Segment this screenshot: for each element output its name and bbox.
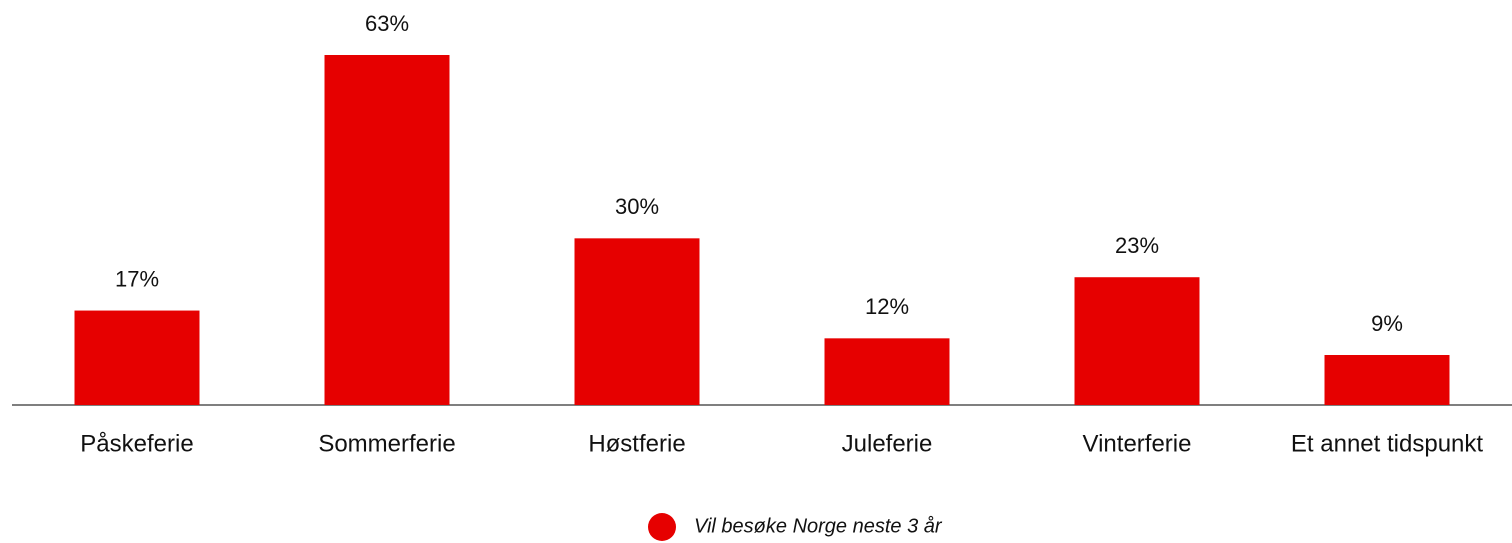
bar — [574, 238, 700, 405]
legend-marker — [648, 513, 676, 541]
x-tick-label: Påskeferie — [80, 430, 193, 457]
value-label: 9% — [1371, 311, 1403, 336]
x-tick-label: Et annet tidspunkt — [1291, 430, 1483, 457]
value-label: 12% — [865, 294, 909, 319]
bar — [324, 55, 450, 405]
bar — [1324, 355, 1450, 405]
legend-label: Vil besøke Norge neste 3 år — [694, 515, 943, 537]
x-tick-label: Vinterferie — [1083, 430, 1192, 457]
x-tick-label: Høstferie — [588, 430, 685, 457]
bar — [1074, 277, 1200, 405]
bar — [74, 310, 200, 405]
bar — [824, 338, 950, 405]
value-label: 63% — [365, 11, 409, 36]
x-tick-label: Juleferie — [842, 430, 933, 457]
value-label: 23% — [1115, 233, 1159, 258]
value-label: 17% — [115, 266, 159, 291]
value-label: 30% — [615, 194, 659, 219]
x-tick-label: Sommerferie — [318, 430, 455, 457]
